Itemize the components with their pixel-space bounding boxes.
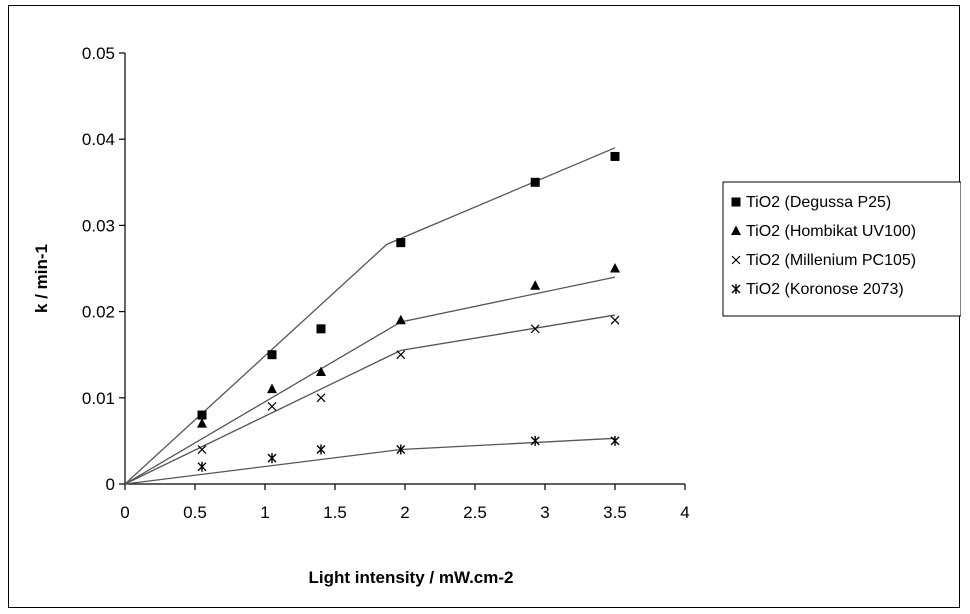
x-tick-label: 2.5: [463, 503, 487, 522]
data-point-series-1: [197, 410, 207, 420]
axes: 0 0.5 1 1.5 2 2.5 3 3.5 4 0 0.01 0.02 0.03 0.04 0.05: [82, 44, 690, 522]
data-point-series-4: [610, 435, 620, 446]
legend-marker: [731, 284, 741, 294]
x-tick-label: 0: [120, 503, 129, 522]
legend-entry: TiO2 (Degussa P25): [746, 194, 891, 211]
data-point-series-4: [267, 453, 277, 464]
data-point-series-3: [610, 315, 620, 325]
x-tick-label: 0.5: [183, 503, 207, 522]
y-tick-label: 0.03: [82, 216, 115, 235]
data-point-series-2: [316, 366, 326, 376]
data-point-series-3: [396, 350, 406, 360]
x-tick-label: 1: [260, 503, 269, 522]
legend-entry: TiO2 (Koronose 2073): [746, 281, 904, 298]
y-tick-label: 0.01: [82, 389, 115, 408]
fit-line-series-3: [124, 314, 616, 485]
fit-line-series-1: [124, 147, 616, 485]
legend: TiO2 (Degussa P25) TiO2 (Hombikat UV100) T…: [722, 181, 961, 317]
data-markers: [197, 151, 620, 472]
y-axis-title: k / min-1: [32, 244, 51, 313]
y-tick-label: 0.05: [82, 44, 115, 63]
x-axis-title: Light intensity / mW.cm-2: [309, 568, 514, 587]
data-point-series-4: [396, 444, 406, 455]
fit-lines: [124, 147, 616, 485]
x-tick-label: 4: [680, 503, 689, 522]
chart-frame: 0 0.5 1 1.5 2 2.5 3 3.5 4 0 0.01 0.02 0.03 0.04 0.05 L…: [8, 5, 961, 608]
legend-entry: TiO2 (Hombikat UV100): [746, 223, 916, 240]
data-point-series-2: [395, 314, 406, 325]
x-tick-label: 3: [540, 503, 549, 522]
y-tick-label: 0.04: [82, 130, 115, 149]
data-point-series-2: [610, 263, 620, 273]
legend-marker: [731, 255, 741, 265]
data-point-series-1: [530, 177, 540, 187]
data-point-series-4: [530, 435, 540, 446]
x-tick-label: 2: [400, 503, 409, 522]
legend-entry: TiO2 (Millenium PC105): [746, 252, 916, 269]
legend-marker: [731, 197, 741, 207]
data-point-series-3: [197, 445, 207, 454]
y-tick-label: 0.02: [82, 303, 115, 322]
data-point-series-1: [316, 324, 326, 334]
data-point-series-4: [197, 461, 207, 472]
data-point-series-3: [530, 324, 540, 334]
x-tick-label: 1.5: [323, 503, 347, 522]
fit-line-series-4: [124, 437, 616, 485]
legend-marker: [731, 225, 741, 235]
data-point-series-3: [316, 393, 326, 403]
data-point-series-3: [267, 401, 277, 411]
data-point-series-2: [197, 418, 207, 428]
y-tick-label: 0: [106, 475, 115, 494]
chart-svg: 0 0.5 1 1.5 2 2.5 3 3.5 4 0 0.01 0.02 0.03 0.04 0.05 L…: [32, 44, 961, 587]
data-point-series-4: [316, 444, 326, 455]
data-point-series-1: [267, 350, 277, 360]
legend-box: [722, 181, 961, 317]
data-point-series-1: [396, 238, 406, 248]
data-point-series-2: [267, 383, 277, 394]
data-point-series-2: [530, 280, 541, 290]
x-tick-label: 3.5: [603, 503, 627, 522]
data-point-series-1: [610, 151, 620, 161]
